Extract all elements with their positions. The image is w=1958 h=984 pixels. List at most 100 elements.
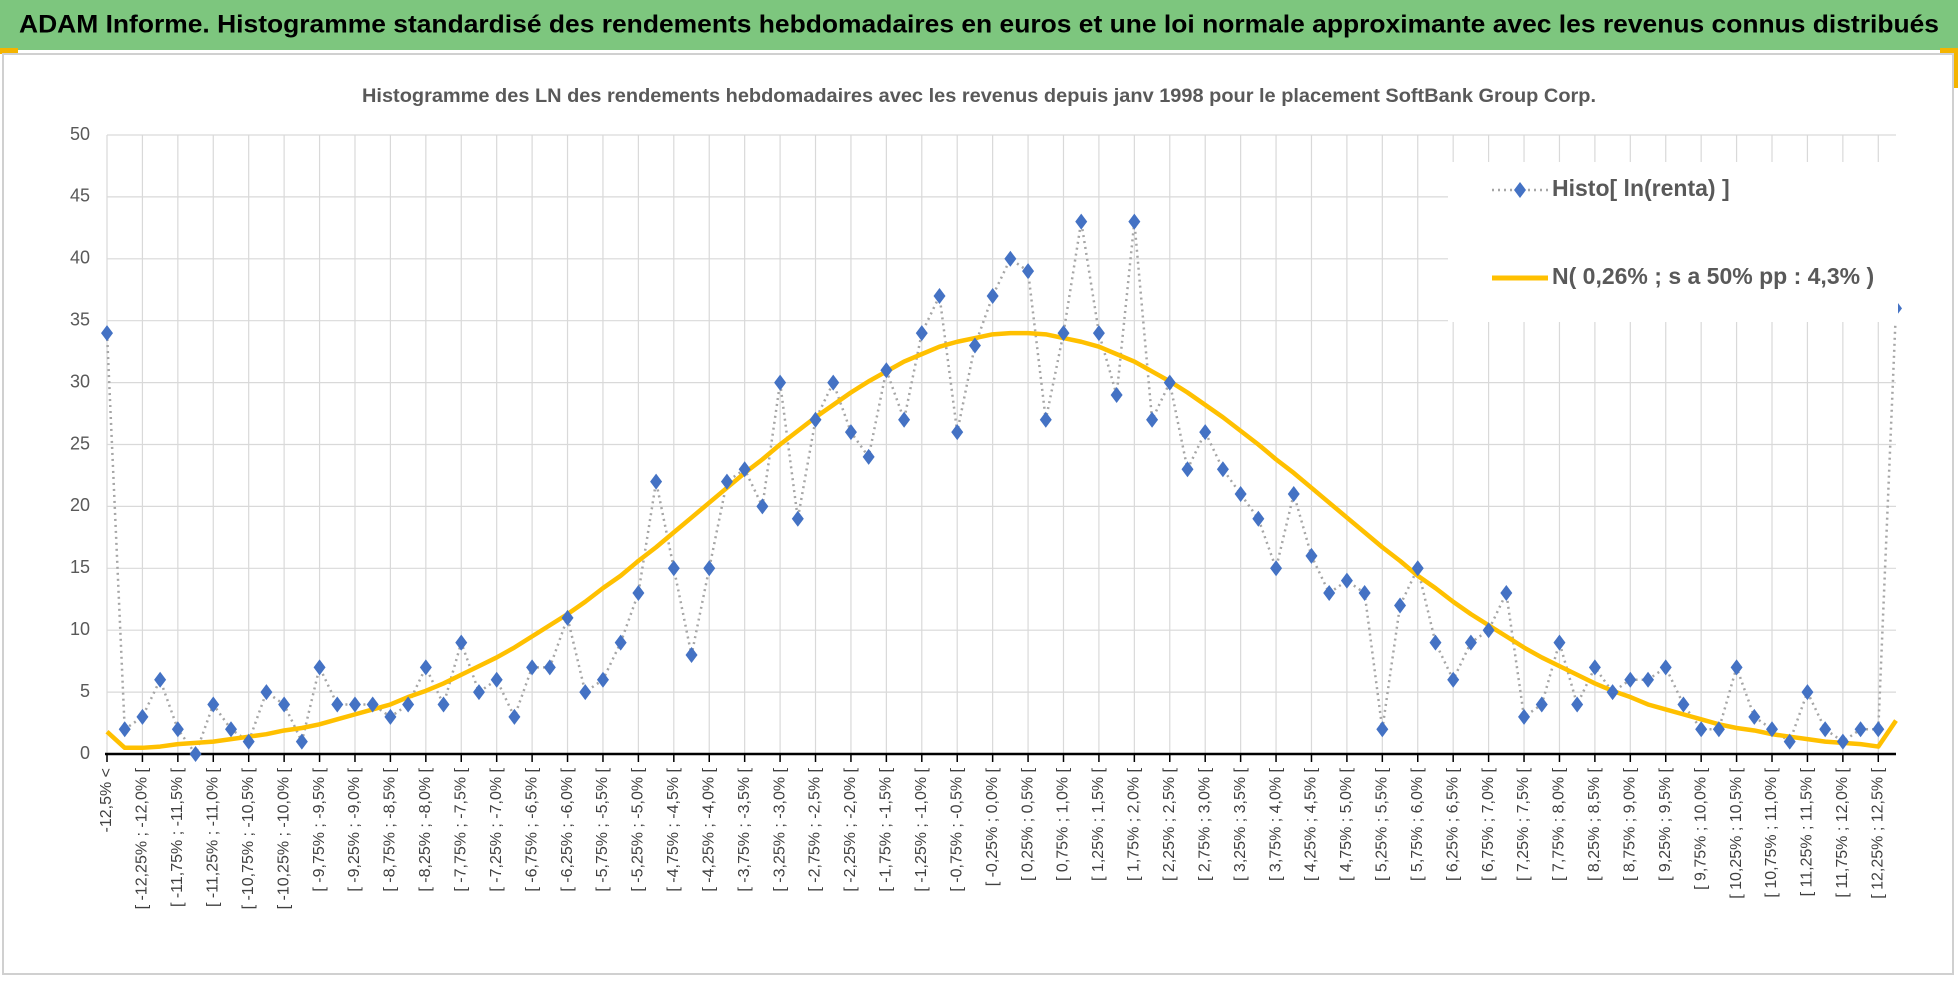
marker	[101, 325, 113, 342]
marker	[703, 560, 716, 577]
x-tick-label: [ 3,25% ; 3,5% [	[1232, 767, 1249, 881]
marker	[1712, 721, 1725, 738]
marker	[508, 708, 521, 725]
x-tick-label: [ 12,25% ; 12,5% [	[1870, 767, 1887, 898]
x-tick-label: [ 2,75% ; 3,0% [	[1196, 767, 1213, 881]
marker	[738, 461, 751, 478]
x-tick-label: [ -11,75% ; -11,5% [	[169, 767, 186, 907]
marker	[756, 498, 769, 515]
x-tick-label: [ 8,75% ; 9,0% [	[1622, 767, 1639, 881]
marker	[1535, 696, 1548, 713]
page-title: ADAM Informe. Histogramme standardisé de…	[19, 11, 1939, 39]
y-tick-label: 25	[70, 433, 90, 453]
marker	[1624, 671, 1637, 688]
marker	[1252, 510, 1265, 527]
marker	[1163, 374, 1176, 391]
marker	[1199, 424, 1212, 441]
marker	[579, 684, 592, 701]
marker	[1766, 721, 1779, 738]
marker	[242, 733, 255, 750]
marker	[1270, 560, 1283, 577]
marker	[933, 287, 946, 304]
x-tick-label: [ 0,75% ; 1,0% [	[1055, 767, 1072, 881]
x-tick-label: [ 5,75% ; 6,0% [	[1409, 767, 1426, 881]
marker	[1482, 622, 1495, 639]
marker	[596, 671, 609, 688]
marker	[1039, 411, 1052, 428]
marker	[1216, 461, 1229, 478]
x-tick-label: [ 10,25% ; 10,5% [	[1728, 767, 1745, 898]
x-tick-label: [ -6,25% ; -6,0% [	[559, 767, 576, 891]
marker	[862, 448, 875, 465]
marker	[720, 473, 733, 490]
marker	[1588, 659, 1601, 676]
marker	[1234, 486, 1247, 503]
title-bar	[0, 0, 1958, 50]
x-tick-label: [ 6,75% ; 7,0% [	[1480, 767, 1497, 881]
x-tick-label: [ -2,25% ; -2,0% [	[842, 767, 859, 891]
marker	[384, 708, 397, 725]
marker	[1411, 560, 1424, 577]
marker	[1075, 213, 1088, 230]
marker	[1819, 721, 1832, 738]
marker	[1358, 585, 1371, 602]
x-tick-label: [ -8,25% ; -8,0% [	[417, 767, 434, 891]
x-tick-label: [ 3,75% ; 4,0% [	[1267, 767, 1284, 881]
marker	[1092, 325, 1105, 342]
x-tick-label: [ 4,75% ; 5,0% [	[1338, 767, 1355, 881]
marker	[490, 671, 503, 688]
x-tick-label: [ -10,25% ; -10,0% [	[275, 767, 292, 909]
x-tick-label: [ -10,75% ; -10,5% [	[240, 767, 257, 909]
marker	[1429, 634, 1442, 651]
marker	[1022, 263, 1035, 280]
marker	[1146, 411, 1159, 428]
legend-label: Histo[ ln(renta) ]	[1552, 175, 1730, 201]
marker	[295, 733, 308, 750]
marker	[1748, 708, 1761, 725]
marker	[1340, 572, 1353, 589]
x-tick-label: [ -6,75% ; -6,5% [	[523, 767, 540, 891]
corner-mark	[1953, 48, 1958, 88]
marker	[1695, 721, 1708, 738]
x-tick-label: [ 2,25% ; 2,5% [	[1161, 767, 1178, 881]
x-tick-label: [ -9,75% ; -9,5% [	[311, 767, 328, 891]
x-tick-label: [ -4,25% ; -4,0% [	[700, 767, 717, 891]
y-tick-label: 5	[80, 681, 90, 701]
x-tick-label: [ -7,25% ; -7,0% [	[488, 767, 505, 891]
marker	[1110, 386, 1123, 403]
marker	[1181, 461, 1194, 478]
marker	[1783, 733, 1796, 750]
y-tick-label: 40	[70, 248, 90, 268]
marker	[118, 721, 131, 738]
x-tick-label: [ -0,75% ; -0,5% [	[948, 767, 965, 891]
marker	[915, 325, 928, 342]
marker	[1464, 634, 1477, 651]
x-tick-label: [ -3,25% ; -3,0% [	[771, 767, 788, 891]
corner-mark	[0, 48, 18, 54]
marker	[1642, 671, 1655, 688]
marker	[419, 659, 432, 676]
marker	[1518, 708, 1531, 725]
marker	[366, 696, 379, 713]
y-tick-label: 10	[70, 619, 90, 639]
legend-marker	[1514, 182, 1526, 198]
marker	[472, 684, 485, 701]
y-tick-label: 35	[70, 309, 90, 329]
marker	[1677, 696, 1690, 713]
marker	[402, 696, 415, 713]
marker	[1553, 634, 1566, 651]
y-tick-label: 45	[70, 186, 90, 206]
chart-title: Histogramme des LN des rendements hebdom…	[362, 86, 1596, 107]
x-tick-label: [ -7,75% ; -7,5% [	[452, 767, 469, 891]
normal-curve	[105, 330, 1898, 751]
marker	[1004, 250, 1017, 267]
x-tick-label: [ 0,25% ; 0,5% [	[1019, 767, 1036, 881]
marker	[1128, 213, 1141, 230]
x-tick-label: [ -9,25% ; -9,0% [	[346, 767, 363, 891]
x-tick-label: [ 6,25% ; 6,5% [	[1444, 767, 1461, 881]
x-tick-label: [ 9,25% ; 9,5% [	[1657, 767, 1674, 881]
marker	[1323, 585, 1336, 602]
marker	[154, 671, 167, 688]
marker	[543, 659, 556, 676]
